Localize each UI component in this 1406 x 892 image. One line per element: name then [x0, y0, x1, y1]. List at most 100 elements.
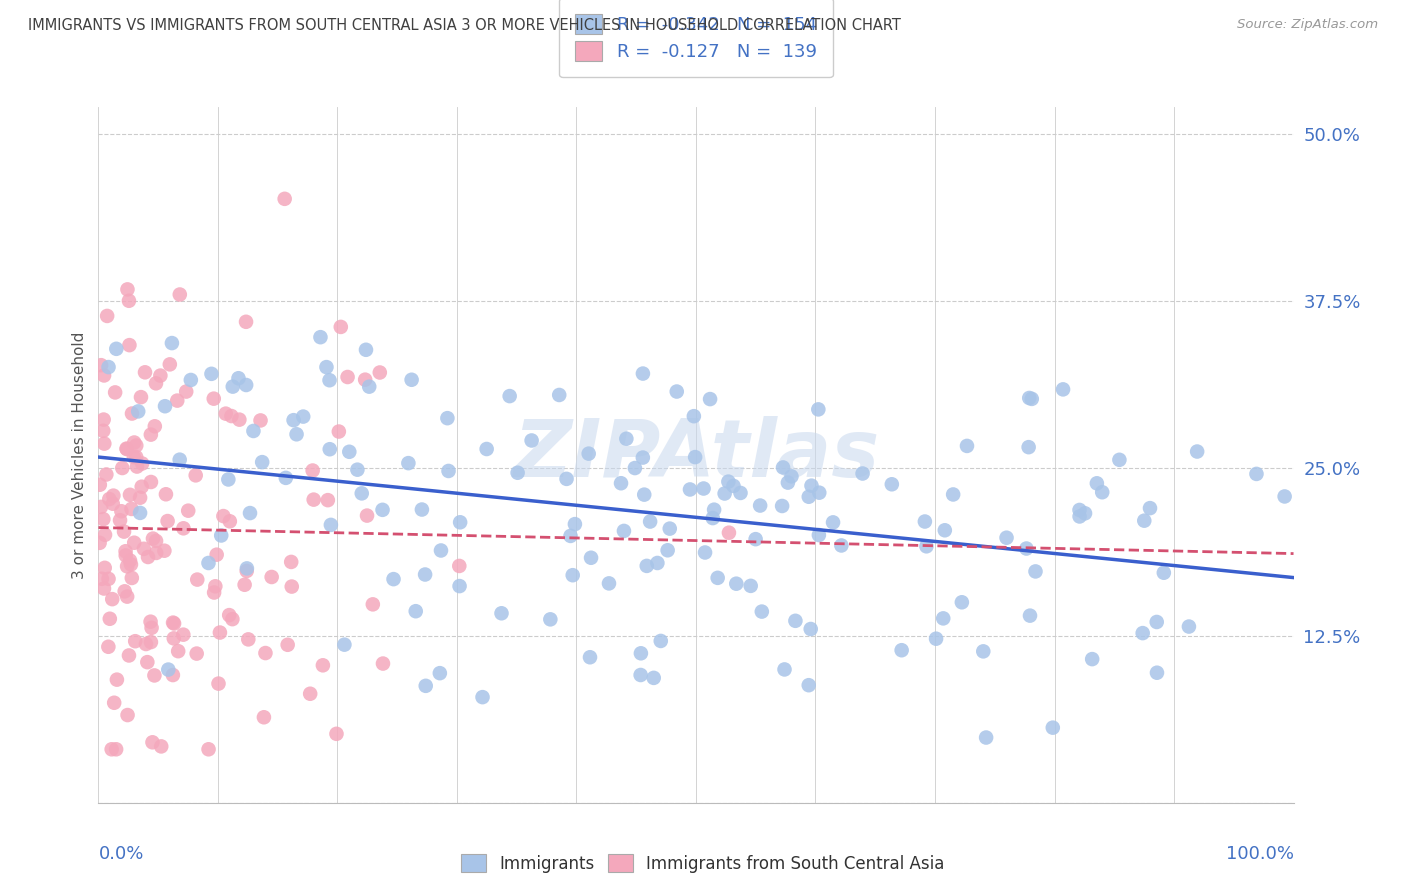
Point	[228, 412, 250, 426]
Point	[180, 373, 202, 387]
Point	[890, 643, 912, 657]
Point	[127, 404, 149, 418]
Point	[118, 488, 141, 502]
Point	[579, 550, 602, 565]
Point	[101, 497, 124, 511]
Point	[186, 573, 208, 587]
Point	[125, 438, 148, 452]
Point	[174, 384, 197, 399]
Point	[136, 549, 159, 564]
Point	[121, 407, 143, 421]
Point	[475, 442, 498, 456]
Point	[221, 612, 243, 626]
Point	[1015, 541, 1038, 556]
Point	[354, 373, 377, 387]
Point	[333, 638, 356, 652]
Point	[114, 549, 136, 563]
Point	[281, 580, 304, 594]
Point	[371, 503, 394, 517]
Point	[1081, 652, 1104, 666]
Point	[319, 517, 342, 532]
Point	[141, 735, 163, 749]
Point	[1146, 615, 1168, 629]
Point	[177, 504, 200, 518]
Point	[125, 459, 148, 474]
Point	[111, 461, 134, 475]
Point	[725, 576, 748, 591]
Point	[97, 360, 120, 375]
Point	[235, 378, 257, 392]
Point	[93, 582, 115, 596]
Point	[98, 612, 121, 626]
Point	[233, 578, 256, 592]
Point	[491, 607, 513, 621]
Point	[122, 435, 145, 450]
Point	[613, 524, 636, 538]
Point	[325, 727, 347, 741]
Point	[91, 512, 114, 526]
Point	[309, 330, 332, 344]
Point	[197, 742, 219, 756]
Point	[218, 514, 240, 528]
Point	[371, 657, 394, 671]
Point	[316, 493, 339, 508]
Point	[350, 486, 373, 500]
Point	[506, 466, 529, 480]
Point	[772, 460, 794, 475]
Point	[956, 439, 979, 453]
Point	[658, 522, 681, 536]
Point	[89, 536, 111, 550]
Point	[624, 461, 647, 475]
Point	[683, 450, 706, 464]
Point	[717, 475, 740, 489]
Point	[706, 571, 728, 585]
Point	[797, 678, 820, 692]
Point	[129, 390, 152, 404]
Point	[800, 622, 823, 636]
Point	[101, 592, 124, 607]
Point	[242, 424, 264, 438]
Point	[121, 571, 143, 585]
Point	[744, 532, 766, 546]
Point	[184, 468, 207, 483]
Point	[235, 564, 257, 578]
Point	[100, 742, 122, 756]
Point	[614, 432, 637, 446]
Point	[950, 595, 973, 609]
Point	[103, 696, 125, 710]
Point	[239, 506, 262, 520]
Point	[149, 368, 172, 383]
Point	[292, 409, 315, 424]
Point	[382, 572, 405, 586]
Point	[228, 371, 250, 385]
Point	[702, 511, 724, 525]
Point	[682, 409, 704, 424]
Point	[657, 543, 679, 558]
Point	[167, 644, 190, 658]
Legend: Immigrants, Immigrants from South Central Asia: Immigrants, Immigrants from South Centra…	[454, 847, 952, 880]
Point	[647, 556, 669, 570]
Point	[413, 567, 436, 582]
Point	[797, 490, 820, 504]
Point	[1108, 452, 1130, 467]
Point	[90, 358, 112, 372]
Point	[578, 447, 600, 461]
Point	[114, 544, 136, 558]
Point	[361, 598, 384, 612]
Point	[564, 517, 586, 532]
Point	[129, 506, 152, 520]
Text: 100.0%: 100.0%	[1226, 845, 1294, 863]
Point	[315, 360, 337, 375]
Point	[800, 478, 823, 492]
Point	[249, 413, 271, 427]
Point	[129, 491, 152, 505]
Point	[1069, 503, 1091, 517]
Point	[699, 392, 721, 406]
Point	[273, 192, 295, 206]
Point	[1021, 392, 1043, 406]
Point	[221, 409, 243, 423]
Point	[665, 384, 688, 399]
Point	[560, 529, 582, 543]
Point	[283, 413, 305, 427]
Point	[1246, 467, 1268, 481]
